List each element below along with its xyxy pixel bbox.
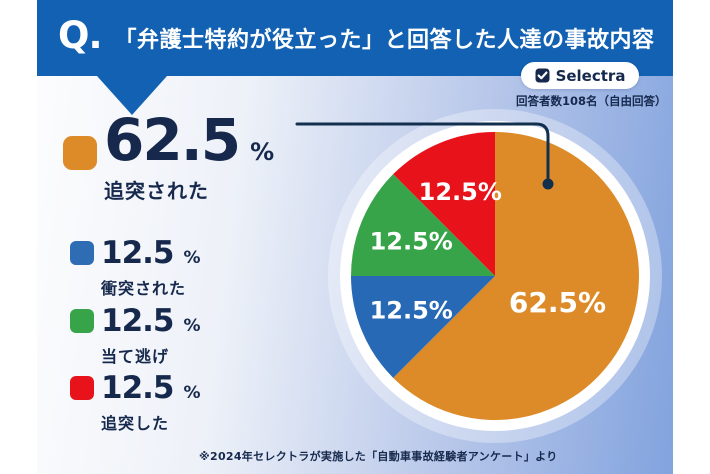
- q-prefix-label: Q.: [58, 13, 103, 57]
- legend-swatch-green: [70, 309, 94, 333]
- pie-slice-0: [393, 132, 640, 420]
- page-title: 「弁護士特約が役立った」と回答した人達の事故内容: [114, 28, 655, 53]
- check-square-icon: [535, 68, 550, 83]
- legend-percent-sign: %: [183, 248, 201, 268]
- legend-label: 追突された: [104, 179, 209, 204]
- legend-value: 12.5: [101, 303, 174, 339]
- footer-source-note: ※2024年セレクトラが実施した「自動車事故経験者アンケート」より: [199, 450, 558, 463]
- legend-percent-sign: %: [183, 316, 201, 336]
- legend-item-rear-ended: 62.5 % 追突された: [63, 110, 274, 204]
- legend-swatch-red: [70, 376, 94, 400]
- pie-slice-label-1: 12.5%: [370, 297, 453, 325]
- pie-chart: 62.5% 12.5% 12.5% 12.5%: [328, 109, 662, 443]
- legend-label: 追突した: [101, 413, 170, 433]
- brand-name: Selectra: [555, 66, 626, 85]
- banner-tail-pointer: [97, 76, 167, 115]
- legend-label: 当て逃げ: [101, 346, 170, 366]
- respondents-count-note: 回答者数108名（自由回答）: [516, 94, 667, 108]
- legend-value: 12.5: [101, 370, 174, 406]
- question-banner: Q. 「弁護士特約が役立った」と回答した人達の事故内容: [37, 0, 673, 76]
- legend-item-rear-ended-other: 12.5 % 追突した: [70, 372, 201, 434]
- pie-slice-2: [351, 174, 495, 276]
- legend-item-collided: 12.5 % 衝突された: [70, 237, 201, 299]
- pie-slice-label-2: 12.5%: [370, 227, 453, 255]
- pie-slice-label-0: 62.5%: [509, 286, 606, 319]
- legend-percent-sign: %: [250, 138, 275, 166]
- legend-swatch-orange: [63, 136, 97, 170]
- legend-item-hit-and-run: 12.5 % 当て逃げ: [70, 305, 201, 367]
- selectra-brand-badge: Selectra: [521, 62, 639, 89]
- legend-percent-sign: %: [183, 383, 201, 403]
- legend-swatch-blue: [70, 241, 94, 265]
- pie-slice-1: [351, 276, 495, 378]
- infographic-background: Q. 「弁護士特約が役立った」と回答した人達の事故内容 Selectra 回答者…: [37, 0, 673, 474]
- legend-value: 62.5: [104, 106, 241, 174]
- pie-slice-label-3: 12.5%: [419, 178, 502, 206]
- legend-label: 衝突された: [101, 278, 187, 298]
- legend-value: 12.5: [101, 235, 174, 271]
